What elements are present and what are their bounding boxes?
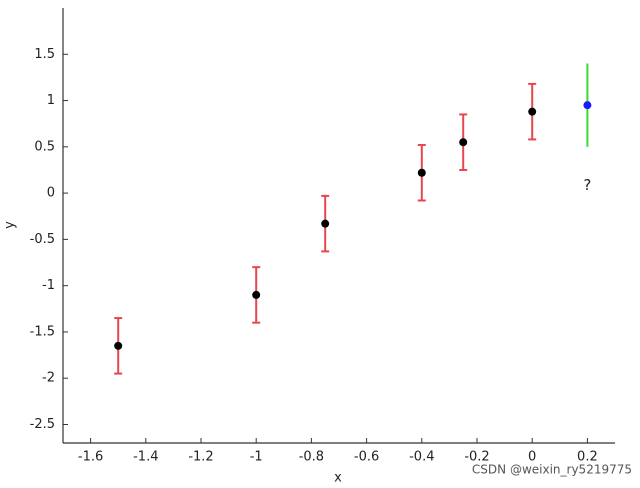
x-tick-label: -1.2 — [188, 450, 213, 465]
y-tick-label: -2.5 — [30, 417, 55, 432]
y-tick-label: -1 — [42, 278, 55, 293]
x-tick-label: -1.6 — [78, 450, 103, 465]
y-tick-label: -0.5 — [30, 232, 55, 247]
watermark: CSDN @weixin_ry5219775 — [472, 463, 632, 477]
x-tick-label: -1.4 — [133, 450, 158, 465]
y-tick-label: -1.5 — [30, 324, 55, 339]
point — [528, 107, 537, 116]
x-tick-label: 0.2 — [577, 450, 598, 465]
x-axis-label: x — [334, 471, 342, 486]
point — [583, 101, 592, 110]
y-tick-label: 0.5 — [34, 139, 55, 154]
x-tick-label: -0.8 — [299, 450, 324, 465]
x-tick-label: -0.2 — [464, 450, 489, 465]
annotation: ? — [583, 176, 591, 194]
y-tick-label: -2 — [42, 371, 55, 386]
point — [417, 168, 426, 177]
point — [321, 219, 330, 228]
x-tick-label: -1 — [250, 450, 263, 465]
y-tick-label: 1 — [47, 93, 55, 108]
y-tick-label: 0 — [47, 186, 55, 201]
x-tick-label: -0.4 — [409, 450, 434, 465]
y-axis-label: y — [3, 221, 18, 229]
x-tick-label: -0.6 — [354, 450, 379, 465]
point — [252, 290, 261, 299]
x-tick-label: 0 — [528, 450, 536, 465]
y-tick-label: 1.5 — [34, 47, 55, 62]
point — [459, 138, 468, 147]
point — [114, 341, 123, 350]
